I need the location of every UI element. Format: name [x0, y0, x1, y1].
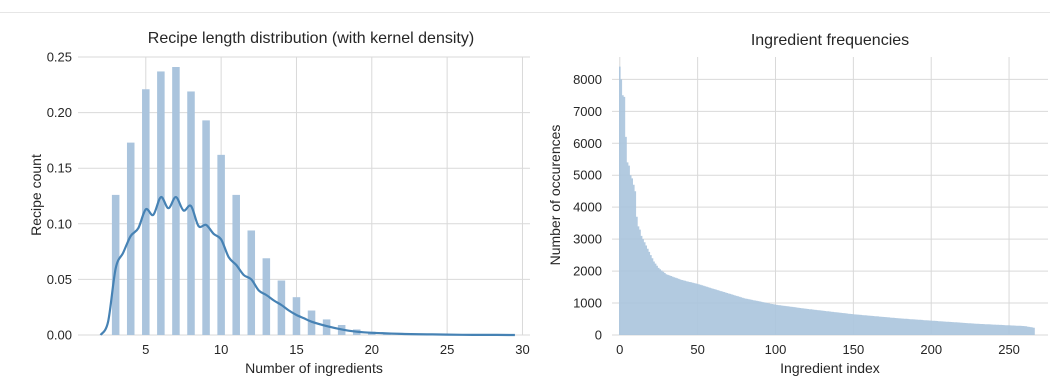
- left-x-tick-label: 30: [515, 342, 529, 357]
- histogram-bar: [157, 71, 165, 336]
- left-y-tick-label: 0.15: [47, 161, 72, 176]
- ingredient-bars: [619, 66, 1035, 335]
- left-chart-title: Recipe length distribution (with kernel …: [148, 30, 474, 47]
- ingredient-frequency-chart: 0 50 100 150 200 250 0 1000 2000 3000 4000 5000 600…: [547, 32, 1048, 376]
- histogram-bar: [142, 89, 150, 335]
- histogram-bar: [262, 258, 271, 335]
- histogram-bar: [126, 142, 135, 335]
- histogram-bar: [217, 154, 225, 335]
- left-y-tick-label: 0.25: [47, 50, 72, 65]
- left-x-tick-label: 5: [142, 342, 149, 357]
- left-x-tick-label: 10: [214, 342, 228, 357]
- right-y-tick-label: 7000: [573, 104, 602, 119]
- histogram-bar: [277, 280, 286, 335]
- histogram-bar: [187, 91, 195, 335]
- right-chart-title: Ingredient frequencies: [751, 32, 909, 49]
- right-y-tick-label: 3000: [573, 232, 602, 247]
- right-y-tick-label: 4000: [573, 200, 602, 215]
- right-x-tick-label: 100: [765, 342, 787, 357]
- right-x-tick-label: 200: [920, 342, 942, 357]
- histogram-bar: [247, 230, 256, 335]
- left-x-tick-label: 15: [289, 342, 303, 357]
- right-y-tick-label: 8000: [573, 72, 602, 87]
- histogram-bar: [172, 67, 180, 336]
- right-y-tick-label: 1000: [573, 296, 602, 311]
- right-x-tick-labels: 0 50 100 150 200 250: [616, 342, 1020, 357]
- right-y-axis-label: Number of occurences: [547, 125, 563, 266]
- right-y-tick-label: 6000: [573, 136, 602, 151]
- right-x-tick-label: 50: [690, 342, 704, 357]
- top-divider: [0, 12, 1050, 13]
- left-y-tick-label: 0.10: [47, 216, 72, 231]
- left-x-axis-label: Number of ingredients: [245, 360, 383, 376]
- right-y-tick-label: 0: [595, 328, 602, 343]
- left-y-tick-labels: 0.00 0.05 0.10 0.15 0.20 0.25: [47, 50, 72, 343]
- left-x-tick-label: 25: [440, 342, 454, 357]
- left-y-tick-label: 0.20: [47, 105, 72, 120]
- right-y-tick-label: 2000: [573, 264, 602, 279]
- left-y-tick-label: 0.00: [47, 328, 72, 343]
- left-y-tick-label: 0.05: [47, 272, 72, 287]
- left-x-tick-label: 20: [365, 342, 379, 357]
- right-x-tick-label: 250: [998, 342, 1020, 357]
- right-x-tick-label: 0: [616, 342, 623, 357]
- right-y-tick-label: 5000: [573, 168, 602, 183]
- left-x-tick-labels: 5 10 15 20 25 30: [142, 342, 530, 357]
- histogram-bar: [202, 120, 210, 335]
- right-x-axis-label: Ingredient index: [780, 360, 880, 376]
- recipe-length-chart: 5 10 15 20 25 30 0.00 0.05 0.10 0.15 0.20 0.25 Rec…: [28, 30, 530, 376]
- right-y-tick-labels: 0 1000 2000 3000 4000 5000 6000 7000 8000: [573, 72, 602, 343]
- right-x-tick-label: 150: [843, 342, 865, 357]
- kde-line: [99, 196, 515, 337]
- left-y-axis-label: Recipe count: [28, 154, 44, 236]
